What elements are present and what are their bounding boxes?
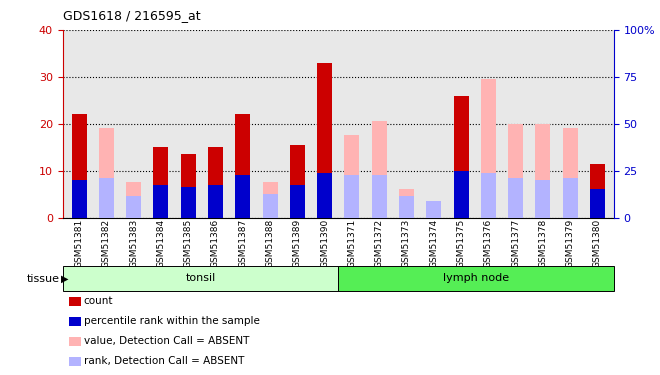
- Text: tissue: tissue: [26, 274, 59, 284]
- Bar: [208, 147, 223, 218]
- Bar: [99, 178, 114, 218]
- Bar: [399, 196, 414, 217]
- Bar: [399, 189, 414, 217]
- Bar: [590, 189, 605, 217]
- Bar: [181, 154, 196, 218]
- Bar: [480, 79, 496, 218]
- Bar: [480, 173, 496, 217]
- Bar: [508, 124, 523, 218]
- Bar: [426, 206, 442, 218]
- Bar: [453, 96, 469, 218]
- Bar: [372, 176, 387, 217]
- Text: lymph node: lymph node: [443, 273, 509, 284]
- Bar: [317, 173, 332, 217]
- Bar: [562, 178, 578, 218]
- Text: tonsil: tonsil: [185, 273, 216, 284]
- Bar: [71, 180, 86, 218]
- Bar: [208, 185, 223, 218]
- Bar: [290, 185, 305, 218]
- Bar: [317, 63, 332, 217]
- Bar: [99, 128, 114, 217]
- Bar: [508, 178, 523, 218]
- Bar: [153, 147, 168, 218]
- Bar: [338, 266, 614, 291]
- Text: count: count: [84, 297, 114, 306]
- Text: value, Detection Call = ABSENT: value, Detection Call = ABSENT: [84, 336, 249, 346]
- Bar: [345, 135, 360, 218]
- Bar: [153, 185, 168, 218]
- Bar: [535, 124, 550, 218]
- Bar: [235, 114, 250, 218]
- Bar: [235, 176, 250, 217]
- Bar: [290, 145, 305, 218]
- Bar: [372, 122, 387, 218]
- Bar: [535, 180, 550, 218]
- Bar: [590, 164, 605, 218]
- Bar: [345, 176, 360, 217]
- Bar: [562, 128, 578, 217]
- Bar: [181, 187, 196, 218]
- Text: GDS1618 / 216595_at: GDS1618 / 216595_at: [63, 9, 201, 22]
- Text: ▶: ▶: [61, 274, 69, 284]
- Bar: [126, 196, 141, 217]
- Bar: [426, 201, 442, 217]
- Bar: [263, 194, 278, 217]
- Bar: [63, 266, 338, 291]
- Bar: [453, 171, 469, 217]
- Bar: [126, 182, 141, 218]
- Bar: [263, 182, 278, 218]
- Bar: [71, 114, 86, 218]
- Text: rank, Detection Call = ABSENT: rank, Detection Call = ABSENT: [84, 356, 244, 366]
- Text: percentile rank within the sample: percentile rank within the sample: [84, 316, 259, 326]
